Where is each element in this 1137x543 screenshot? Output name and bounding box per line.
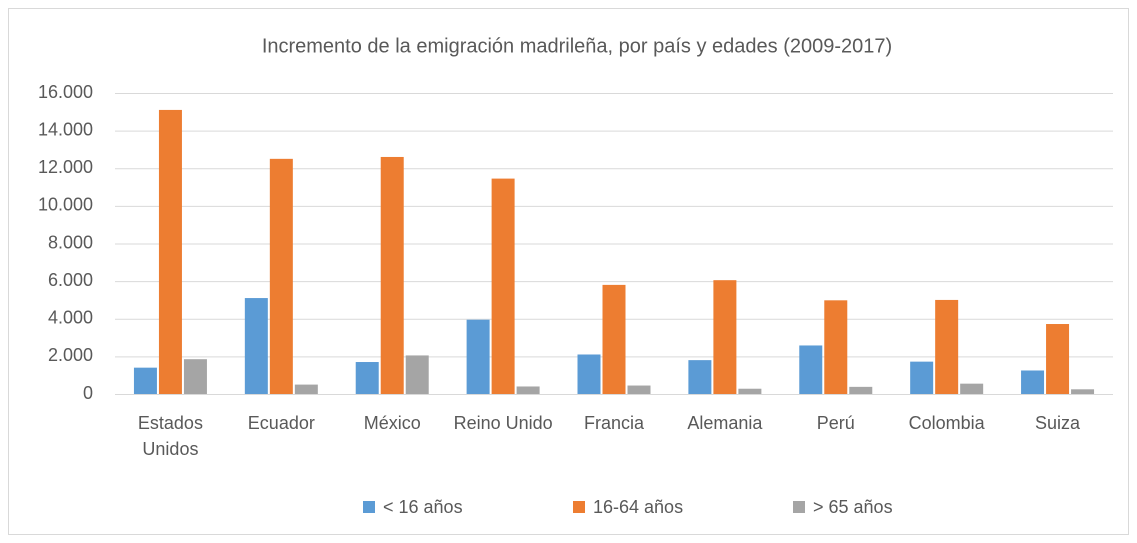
bar bbox=[380, 156, 404, 394]
legend-label: 16-64 años bbox=[593, 497, 683, 517]
bar bbox=[183, 359, 207, 394]
y-tick-label: 16.000 bbox=[38, 82, 93, 102]
y-tick-label: 8.000 bbox=[48, 232, 93, 252]
bar bbox=[516, 386, 540, 394]
bar bbox=[133, 367, 157, 394]
y-tick-label: 2.000 bbox=[48, 345, 93, 365]
x-tick-label: Colombia bbox=[908, 413, 985, 433]
x-tick-label: Suiza bbox=[1035, 413, 1081, 433]
y-tick-label: 4.000 bbox=[48, 308, 93, 328]
x-tick-label: Francia bbox=[583, 413, 645, 433]
legend-swatch bbox=[573, 501, 585, 513]
chart-frame bbox=[8, 8, 1129, 535]
x-tick-label: Perú bbox=[816, 413, 855, 433]
bar bbox=[688, 360, 712, 394]
bar bbox=[355, 362, 379, 394]
legend-swatch bbox=[793, 501, 805, 513]
legend-label: < 16 años bbox=[383, 497, 463, 517]
bar bbox=[910, 361, 934, 394]
bar bbox=[627, 385, 651, 394]
bar bbox=[935, 299, 959, 394]
bar bbox=[602, 284, 626, 394]
bar bbox=[1071, 389, 1095, 394]
bar bbox=[158, 109, 182, 395]
x-tick-label: Ecuador bbox=[247, 413, 315, 433]
bar bbox=[824, 300, 848, 394]
chart-title: Incremento de la emigración madrileña, p… bbox=[262, 35, 892, 57]
bar bbox=[577, 354, 601, 394]
x-tick-label: Reino Unido bbox=[453, 413, 553, 433]
x-tick-label: México bbox=[363, 413, 421, 433]
bar bbox=[1021, 370, 1045, 394]
y-tick-label: 12.000 bbox=[38, 157, 93, 177]
bar bbox=[466, 319, 490, 394]
y-tick-label: 0 bbox=[83, 383, 93, 403]
bar bbox=[491, 178, 515, 394]
bar bbox=[713, 280, 737, 394]
legend-swatch bbox=[363, 501, 375, 513]
bar bbox=[269, 158, 293, 394]
x-tick-label: Alemania bbox=[687, 413, 763, 433]
bar bbox=[244, 298, 268, 394]
legend-label: > 65 años bbox=[813, 497, 893, 517]
x-tick-label: Estados Unidos bbox=[137, 413, 203, 459]
bar bbox=[294, 384, 318, 394]
bar bbox=[405, 355, 429, 394]
bar bbox=[738, 388, 762, 394]
y-tick-label: 10.000 bbox=[38, 195, 93, 215]
bar bbox=[799, 345, 823, 394]
bar bbox=[960, 383, 984, 394]
y-tick-label: 6.000 bbox=[48, 270, 93, 290]
bar bbox=[1046, 324, 1070, 394]
bar bbox=[849, 386, 873, 394]
y-tick-label: 14.000 bbox=[38, 119, 93, 139]
